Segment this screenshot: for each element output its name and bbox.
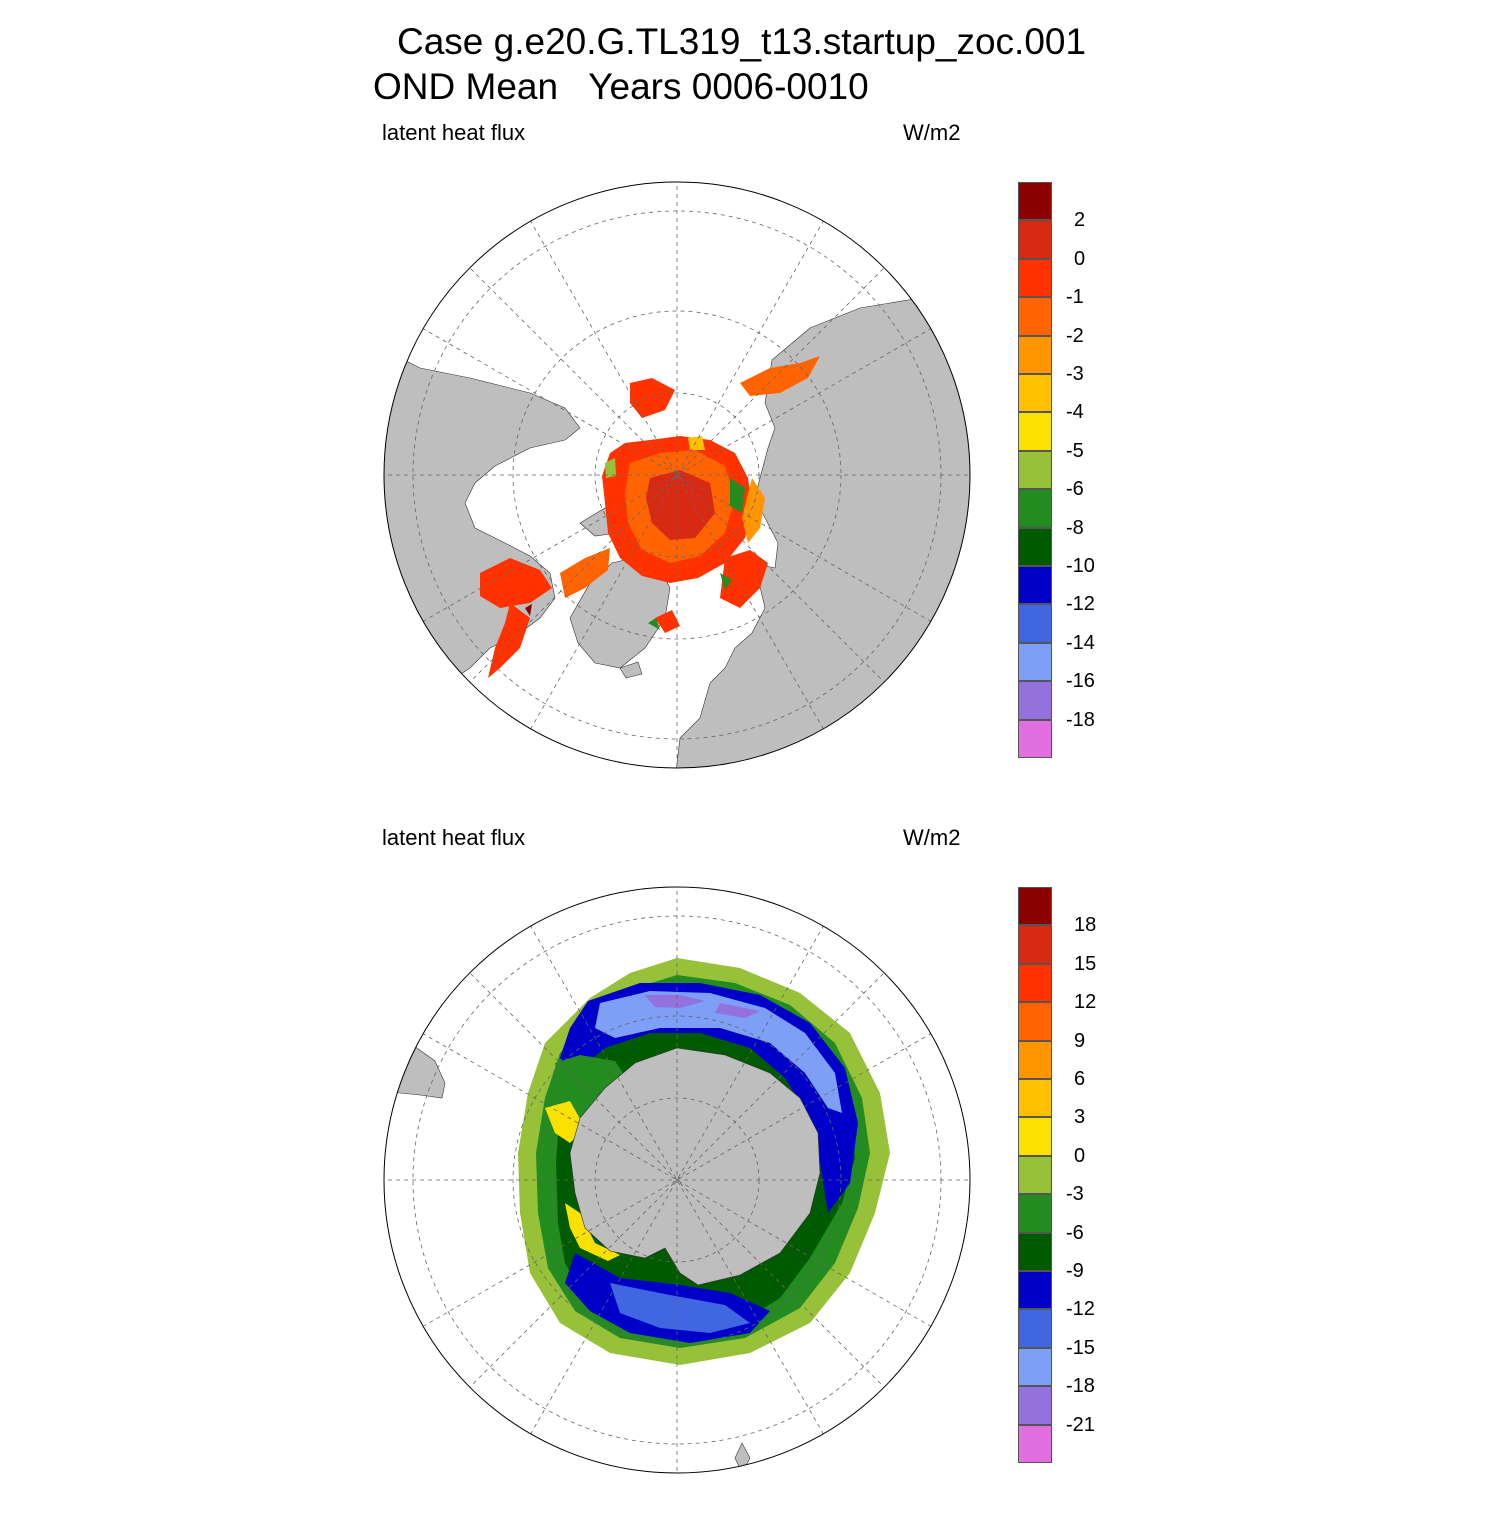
south-colorbar-swatch — [1018, 1040, 1052, 1079]
south-polar-panel: latent heat flux W/m2 — [0, 815, 1500, 1535]
north-units-label: W/m2 — [903, 120, 961, 145]
north-map-border — [383, 181, 971, 769]
north-colorbar-label: -5 — [1066, 439, 1084, 462]
south-colorbar-swatch — [1018, 1232, 1052, 1271]
south-colorbar-swatch — [1018, 1079, 1052, 1118]
north-colorbar-label: -6 — [1066, 478, 1084, 501]
south-colorbar-label: -12 — [1066, 1298, 1095, 1321]
south-colorbar-label: 9 — [1074, 1029, 1086, 1052]
north-colorbar-swatch — [1018, 258, 1052, 298]
north-colorbar-label: -12 — [1066, 593, 1095, 616]
south-colorbar-label: 12 — [1074, 991, 1097, 1014]
figure-title-line-1: Case g.e20.G.TL319_t13.startup_zoc.001 — [397, 21, 1087, 62]
north-variable-label: latent heat flux — [382, 120, 526, 145]
south-colorbar-swatch — [1018, 887, 1052, 926]
north-colorbar-label: -16 — [1066, 670, 1095, 693]
north-polar-map — [383, 181, 971, 769]
south-colorbar-label: 6 — [1074, 1068, 1086, 1090]
north-graticule — [384, 182, 970, 768]
north-colorbar-label: 0 — [1074, 247, 1086, 270]
south-colorbar-label: -9 — [1066, 1260, 1084, 1282]
south-colorbar-label: -15 — [1066, 1336, 1095, 1359]
north-colorbar-swatch — [1018, 412, 1052, 451]
south-colorbar-label: 0 — [1074, 1144, 1086, 1167]
north-colorbar-swatch — [1018, 681, 1052, 720]
south-colorbar-swatch — [1018, 963, 1052, 1003]
south-colorbar-label: 15 — [1074, 952, 1097, 975]
south-colorbar-label: 18 — [1074, 914, 1097, 937]
south-colorbar-label: 3 — [1074, 1106, 1086, 1129]
north-colorbar-swatch — [1018, 335, 1052, 374]
north-colorbar-label: -4 — [1066, 401, 1084, 424]
north-colorbar-swatch — [1018, 297, 1052, 336]
north-colorbar-label: -10 — [1066, 555, 1095, 577]
north-colorbar-swatch — [1018, 489, 1052, 528]
south-variable-label: latent heat flux — [382, 825, 526, 850]
antarctica-land — [569, 1047, 821, 1286]
south-colorbar-label: -6 — [1066, 1221, 1084, 1244]
north-colorbar-label: -3 — [1066, 363, 1084, 385]
north-colorbar-swatch — [1018, 604, 1052, 643]
south-polar-map — [383, 886, 971, 1474]
north-colorbar-swatch — [1018, 719, 1052, 758]
south-colorbar-label: -21 — [1066, 1413, 1095, 1436]
north-colorbar-label: -1 — [1066, 286, 1084, 309]
north-colorbar-swatch — [1018, 374, 1052, 413]
north-colorbar-swatch — [1018, 642, 1052, 682]
south-colorbar-swatch — [1018, 1194, 1052, 1233]
north-colorbar-swatch — [1018, 450, 1052, 490]
north-colorbar-swatch — [1018, 220, 1052, 259]
north-colorbar-label: 2 — [1074, 209, 1086, 232]
south-colorbar-swatch — [1018, 1309, 1052, 1348]
south-colorbar-swatch — [1018, 1002, 1052, 1041]
figure-title-line-2: OND Mean Years 0006-0010 — [373, 66, 869, 107]
south-colorbar-swatch — [1018, 1155, 1052, 1195]
north-colorbar-label: -18 — [1066, 708, 1095, 731]
north-flux-field — [480, 356, 820, 678]
north-colorbar-swatch — [1018, 182, 1052, 221]
south-units-label: W/m2 — [903, 825, 961, 850]
north-colorbar-label: -2 — [1066, 324, 1084, 347]
north-colorbar-swatch — [1018, 527, 1052, 566]
south-colorbar: -21 -18 -15 -12 -9 -6 -3 0 3 6 9 12 15 18 — [1018, 887, 1096, 1463]
north-colorbar-label: -14 — [1066, 631, 1095, 654]
south-colorbar-swatch — [1018, 1117, 1052, 1156]
south-colorbar-swatch — [1018, 1386, 1052, 1425]
south-colorbar-label: -18 — [1066, 1375, 1095, 1398]
north-colorbar-swatch — [1018, 566, 1052, 605]
south-colorbar-swatch — [1018, 1424, 1052, 1463]
north-polar-panel: latent heat flux W/m2 — [0, 110, 1500, 830]
south-colorbar-label: -3 — [1066, 1183, 1084, 1206]
south-graticule — [384, 887, 970, 1473]
north-colorbar-label: -8 — [1066, 516, 1084, 539]
south-colorbar-swatch — [1018, 1271, 1052, 1310]
south-colorbar-swatch — [1018, 1347, 1052, 1387]
north-colorbar: -18 -16 -14 -12 -10 -8 -6 -5 -4 -3 -2 -1 0 2 — [1018, 182, 1095, 758]
south-colorbar-swatch — [1018, 925, 1052, 964]
south-map-border — [383, 886, 971, 1474]
